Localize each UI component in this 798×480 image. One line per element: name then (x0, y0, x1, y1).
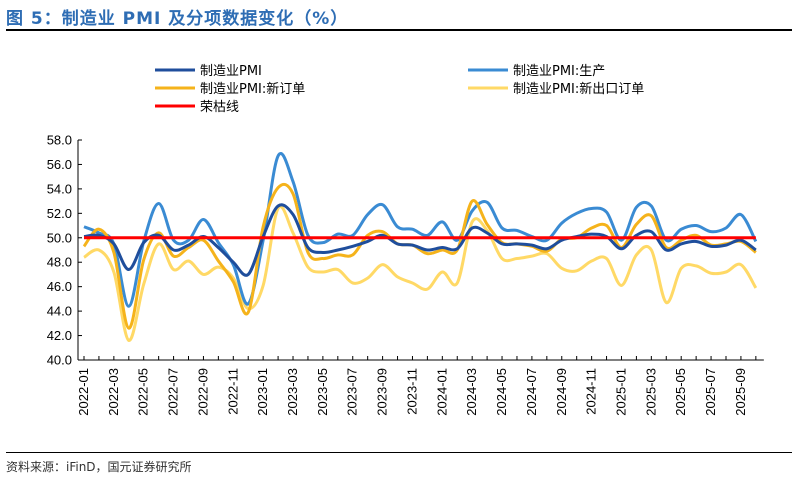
x-tick-label: 2025-05 (673, 368, 688, 416)
x-tick-label: 2024-03 (464, 368, 479, 416)
y-tick-label: 40.0 (47, 353, 72, 368)
title-divider (6, 29, 792, 31)
x-tick-label: 2023-05 (315, 368, 330, 416)
x-tick-label: 2025-03 (643, 368, 658, 416)
legend-item-pmi: 制造业PMI (155, 64, 262, 79)
y-tick-label: 50.0 (47, 230, 72, 245)
legend-label: 制造业PMI (200, 64, 262, 79)
series-lines (82, 152, 758, 342)
x-tick-label: 2022-09 (195, 368, 210, 416)
figure-title: 图 5：制造业 PMI 及分项数据变化（%） (6, 9, 349, 29)
x-tick-label: 2024-09 (554, 368, 569, 416)
x-tick-label: 2022-05 (136, 368, 151, 416)
x-tick-label: 2025-09 (733, 368, 748, 416)
x-tick-label: 2023-03 (285, 368, 300, 416)
x-tick-label: 2022-11 (225, 368, 240, 415)
x-tick-label: 2025-07 (703, 368, 718, 416)
x-tick-label: 2022-03 (106, 368, 121, 416)
legend-item-production: 制造业PMI:生产 (468, 64, 605, 79)
x-tick-label: 2023-09 (375, 368, 390, 416)
y-tick-label: 42.0 (47, 328, 72, 343)
legend-label: 制造业PMI:新出口订单 (513, 81, 644, 97)
legend-label: 制造业PMI:生产 (513, 64, 605, 79)
y-tick-label: 46.0 (47, 279, 72, 294)
legend-item-boom-bust: 荣枯线 (155, 100, 239, 115)
x-tick-label: 2023-07 (345, 368, 360, 416)
legend-label: 荣枯线 (200, 100, 239, 115)
series-line-pmi (83, 203, 757, 277)
y-tick-label: 52.0 (47, 206, 72, 221)
y-tick-label: 56.0 (47, 157, 72, 172)
legend-item-new-export-orders: 制造业PMI:新出口订单 (468, 81, 644, 97)
series-line-production (83, 152, 758, 308)
x-tick-label: 2024-01 (434, 368, 449, 416)
x-tick-label: 2023-11 (404, 368, 419, 415)
x-tick-label: 2024-11 (584, 368, 599, 415)
y-tick-label: 48.0 (47, 255, 72, 270)
x-tick-label: 2024-05 (494, 368, 509, 416)
y-tick-label: 54.0 (47, 181, 72, 196)
footer-divider (6, 452, 792, 453)
y-tick-label: 44.0 (47, 304, 72, 319)
series-line-new-export-orders (83, 205, 758, 342)
x-tick-label: 2024-07 (524, 368, 539, 416)
x-tick-label: 2023-01 (255, 368, 270, 416)
x-tick-label: 2022-01 (76, 368, 91, 416)
x-tick-label: 2022-07 (166, 368, 181, 416)
x-axis: 2022-01 2022-03 2022-05 2022-07 2022-09 2022-… (76, 356, 764, 416)
y-tick-label: 58.0 (47, 133, 72, 148)
y-axis: 40.0 42.0 44.0 46.0 48.0 50.0 52.0 54.0 56.0 58.0 (47, 133, 82, 368)
source-note: 资料来源：iFinD，国元证券研究所 (6, 460, 192, 474)
x-tick-label: 2025-01 (613, 368, 628, 416)
legend-label: 制造业PMI:新订单 (200, 81, 305, 97)
legend-item-new-orders: 制造业PMI:新订单 (155, 81, 305, 97)
